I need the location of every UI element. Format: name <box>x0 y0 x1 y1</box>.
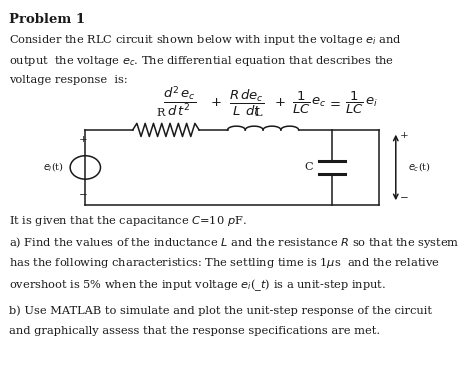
Text: $e_c$: $e_c$ <box>311 96 326 109</box>
Text: a) Find the values of the inductance $L$ and the resistance $R$ so that the syst: a) Find the values of the inductance $L$… <box>9 235 460 250</box>
Text: $=$: $=$ <box>327 96 341 109</box>
Text: −: − <box>400 194 408 203</box>
Text: b) Use MATLAB to simulate and plot the unit-step response of the circuit: b) Use MATLAB to simulate and plot the u… <box>9 305 432 315</box>
Text: C: C <box>304 163 313 172</box>
Text: Consider the RLC circuit shown below with input the voltage $e_i$ and: Consider the RLC circuit shown below wit… <box>9 33 402 47</box>
Text: $\dfrac{1}{LC}$: $\dfrac{1}{LC}$ <box>292 89 310 116</box>
Text: $\dfrac{R\,de_c}{L\;\,dt}$: $\dfrac{R\,de_c}{L\;\,dt}$ <box>229 87 264 117</box>
Text: $e_i$(t): $e_i$(t) <box>44 161 64 174</box>
Text: $+$: $+$ <box>274 96 285 109</box>
Text: overshoot is 5% when the input voltage $e_i$($\_t$) is a unit-step input.: overshoot is 5% when the input voltage $… <box>9 277 386 294</box>
Text: It is given that the capacitance $C$=10 $p$F.: It is given that the capacitance $C$=10 … <box>9 214 247 228</box>
Text: −: − <box>79 191 87 200</box>
Text: L: L <box>255 108 262 118</box>
Text: $+$: $+$ <box>210 96 221 109</box>
Text: output  the voltage $e_c$. The differential equation that describes the: output the voltage $e_c$. The differenti… <box>9 54 394 68</box>
Text: and graphically assess that the response specifications are met.: and graphically assess that the response… <box>9 326 381 336</box>
Text: R: R <box>157 108 165 118</box>
Text: voltage response  is:: voltage response is: <box>9 75 128 85</box>
Text: has the following characteristics: The settling time is 1$\mu$s  and the relativ: has the following characteristics: The s… <box>9 257 440 270</box>
Text: +: + <box>400 131 408 140</box>
Text: $\dfrac{1}{LC}$: $\dfrac{1}{LC}$ <box>345 89 364 116</box>
Text: $\dfrac{d^2\,e_c}{d\,t^2}$: $\dfrac{d^2\,e_c}{d\,t^2}$ <box>164 86 197 119</box>
Text: +: + <box>79 135 87 143</box>
Text: $e_i$: $e_i$ <box>365 96 378 109</box>
Text: Problem 1: Problem 1 <box>9 13 86 26</box>
Text: $e_c$(t): $e_c$(t) <box>408 161 430 174</box>
